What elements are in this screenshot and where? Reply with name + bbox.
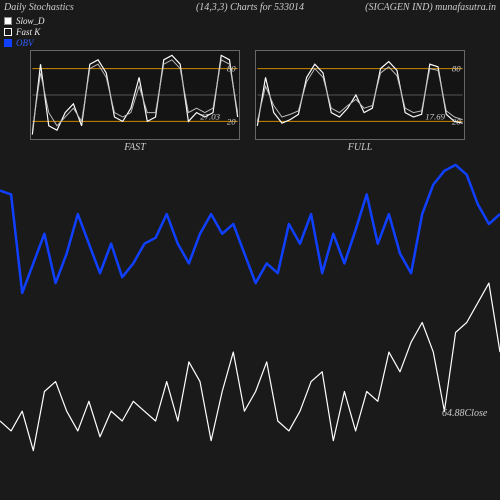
main-chart-svg xyxy=(0,0,500,500)
close-value-label: 64.88Close xyxy=(442,408,487,419)
